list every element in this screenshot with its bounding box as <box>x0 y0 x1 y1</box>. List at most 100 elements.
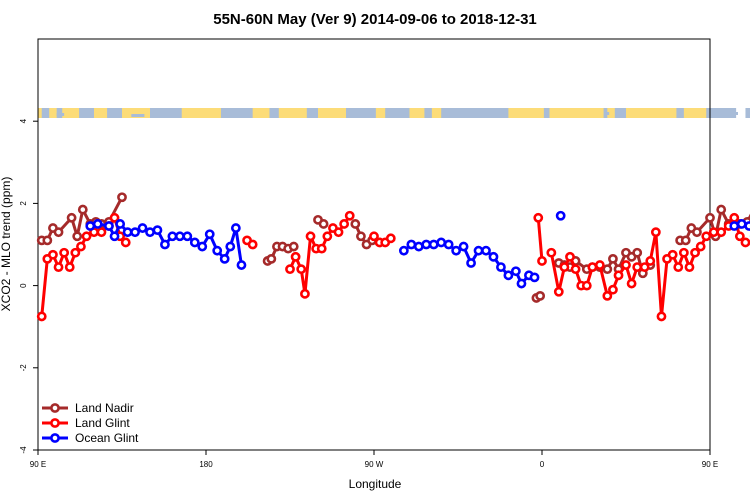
data-point <box>160 239 170 250</box>
data-point <box>695 241 706 252</box>
data-point <box>219 253 230 264</box>
data-point <box>443 239 454 250</box>
data-point <box>621 260 631 270</box>
data-point <box>581 280 592 291</box>
data-point <box>385 233 396 244</box>
map-strip-ocean <box>387 113 399 116</box>
data-point <box>428 239 439 250</box>
map-strip-ocean <box>467 111 472 114</box>
data-point <box>81 231 92 242</box>
data-point <box>466 258 476 268</box>
data-point <box>339 219 350 229</box>
data-point <box>729 212 740 223</box>
data-point <box>120 237 131 248</box>
data-point <box>701 231 712 242</box>
map-strip-ocean <box>450 111 455 114</box>
y-axis-title: XCO2 - MLO trend (ppm) <box>0 177 13 312</box>
data-point <box>516 278 527 289</box>
data-point <box>613 270 624 281</box>
map-strip-ocean <box>41 108 50 118</box>
y-tick-label: 0 <box>19 283 28 288</box>
data-point <box>667 249 678 260</box>
data-point <box>473 245 484 256</box>
data-point <box>678 247 689 258</box>
data-point <box>451 245 462 256</box>
data-point <box>708 227 719 238</box>
map-strip-ocean <box>269 108 279 118</box>
chart-title: 55N-60N May (Ver 9) 2014-09-06 to 2018-1… <box>213 11 537 28</box>
map-strip-ocean <box>486 111 492 114</box>
map-strip-ocean <box>620 111 625 114</box>
data-point <box>225 241 236 252</box>
legend-label: Land Glint <box>75 416 130 430</box>
data-point <box>212 245 223 256</box>
data-point <box>626 278 637 289</box>
data-point <box>570 264 581 275</box>
data-point <box>458 241 469 252</box>
data-point <box>529 272 540 283</box>
data-point <box>92 219 103 229</box>
data-point <box>53 262 64 273</box>
map-strip-ocean <box>220 108 253 118</box>
data-point <box>608 253 618 264</box>
data-point <box>650 227 661 238</box>
data-point <box>85 221 96 231</box>
data-point <box>350 219 361 229</box>
data-point <box>421 239 432 250</box>
data-point <box>122 227 133 238</box>
data-point <box>117 192 127 203</box>
map-strip-ocean <box>734 112 738 115</box>
data-point <box>70 247 81 258</box>
data-point <box>546 247 557 258</box>
data-point <box>535 290 546 301</box>
map-strip-ocean <box>676 108 684 118</box>
data-point <box>744 221 750 231</box>
data-point <box>537 256 547 266</box>
data-point <box>503 270 514 281</box>
data-point <box>290 251 301 262</box>
x-axis: 90 E 180 90 W 0 90 E <box>30 450 718 469</box>
data-point <box>684 262 695 273</box>
data-point <box>182 231 193 242</box>
data-point <box>632 247 643 258</box>
data-point <box>690 247 700 258</box>
x-tick-label: 180 <box>199 460 213 469</box>
data-point <box>96 227 107 238</box>
data-point <box>398 245 409 256</box>
data-point <box>305 231 316 242</box>
data-point <box>680 235 691 246</box>
data-point <box>608 284 618 295</box>
data-point <box>152 225 163 236</box>
data-point <box>333 227 344 238</box>
map-strip-ocean <box>150 108 182 118</box>
series-line <box>536 217 544 262</box>
data-point <box>734 231 745 242</box>
data-point <box>72 231 83 242</box>
data-point <box>413 241 424 252</box>
y-tick-label: 2 <box>19 201 28 206</box>
data-point <box>481 245 491 256</box>
map-strip-ocean <box>346 108 376 118</box>
y-axis: -4 -2 0 2 4 <box>19 118 38 454</box>
data-point <box>673 262 684 273</box>
data-point <box>167 231 178 242</box>
legend-marker <box>50 418 60 428</box>
map-strip <box>38 108 750 118</box>
data-point <box>197 241 208 252</box>
data-point <box>247 239 258 250</box>
map-strip-ocean <box>56 113 65 116</box>
data-point <box>488 251 499 262</box>
data-point <box>565 251 575 262</box>
y-tick-label: -4 <box>19 446 28 454</box>
data-point <box>656 311 667 322</box>
data-point <box>59 247 70 258</box>
data-point <box>553 286 564 297</box>
data-point <box>230 223 241 233</box>
data-point <box>740 237 750 248</box>
data-point <box>109 231 120 242</box>
x-tick-label: 0 <box>540 460 545 469</box>
data-point <box>115 219 126 229</box>
data-point <box>369 231 379 242</box>
